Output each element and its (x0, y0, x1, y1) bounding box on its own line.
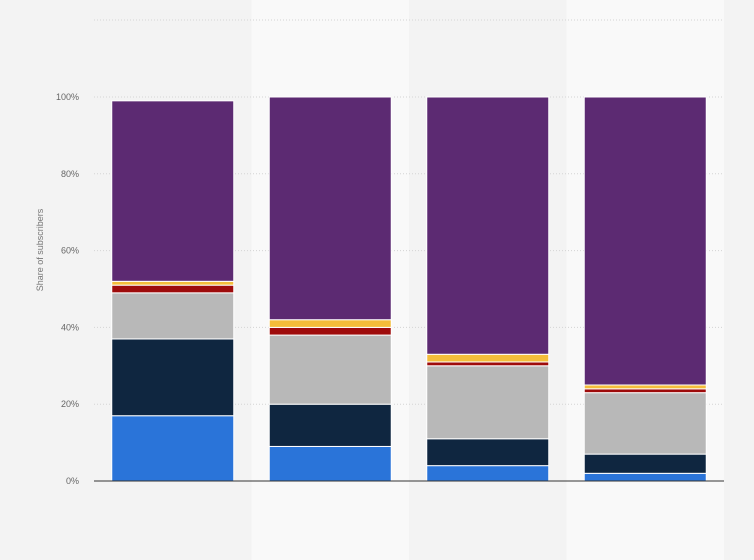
bar-segment-3-series-3[interactable] (426, 365, 550, 440)
y-tick-label-100: 100% (56, 92, 79, 102)
y-tick-label-20: 20% (61, 399, 79, 409)
bar-segment-2-series-1[interactable] (268, 445, 392, 482)
y-tick-label-0: 0% (66, 476, 79, 486)
bar-segment-4-series-4[interactable] (583, 388, 707, 394)
bar-segment-1-series-3[interactable] (111, 292, 235, 340)
y-tick-label-40: 40% (61, 322, 79, 332)
bar-segment-4-series-1[interactable] (583, 472, 707, 482)
bar-segment-3-series-5[interactable] (426, 353, 550, 363)
bar-segment-1-series-5[interactable] (111, 280, 235, 286)
bar-segment-3-series-6[interactable] (426, 96, 550, 355)
y-axis-ticks: 0% 20% 40% 60% 80% 100% (56, 92, 79, 486)
bars (111, 96, 707, 482)
bar-segment-2-series-6[interactable] (268, 96, 392, 321)
bar-segment-3-series-4[interactable] (426, 361, 550, 367)
bar-segment-4-series-5[interactable] (583, 384, 707, 390)
bar-segment-1-series-4[interactable] (111, 284, 235, 294)
y-axis-title: Share of subscribers (35, 208, 45, 291)
bar-segment-2-series-2[interactable] (268, 403, 392, 447)
bar-segment-2-series-5[interactable] (268, 319, 392, 328)
bar-segment-2-series-3[interactable] (268, 334, 392, 405)
bar-segment-4-series-3[interactable] (583, 392, 707, 455)
bar-segment-4-series-2[interactable] (583, 453, 707, 474)
bar-segment-1-series-1[interactable] (111, 415, 235, 482)
bar-segment-3-series-1[interactable] (426, 465, 550, 482)
bar-segment-3-series-2[interactable] (426, 438, 550, 467)
bar-segment-4-series-6[interactable] (583, 96, 707, 386)
y-tick-label-60: 60% (61, 246, 79, 256)
bar-segment-1-series-6[interactable] (111, 100, 235, 282)
bar-segment-1-series-2[interactable] (111, 338, 235, 417)
y-tick-label-80: 80% (61, 169, 79, 179)
bar-segment-2-series-4[interactable] (268, 326, 392, 336)
